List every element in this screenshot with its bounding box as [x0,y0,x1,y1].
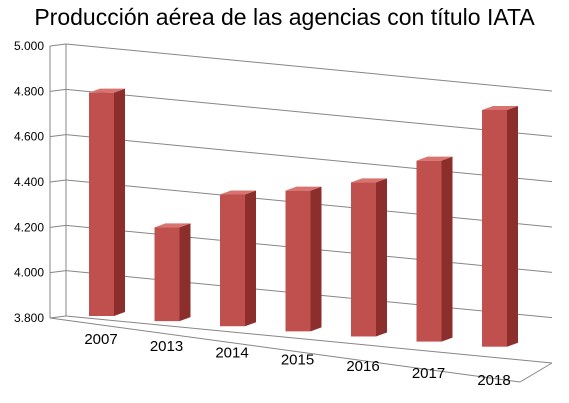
bar-side-face [376,178,387,337]
gridline-depth [49,315,67,319]
bar-top-face [220,190,256,195]
bar-front-face [416,160,442,342]
bar-top-face [482,105,518,110]
bar-top-face [285,186,322,191]
bar-side-face [310,186,322,332]
gridline-depth [49,134,67,138]
x-tick-label: 2018 [477,372,510,389]
gridline [65,134,553,183]
bar-2007 [89,88,125,317]
gridline-depth [49,88,67,92]
gridline [65,43,553,92]
bar-top-face [416,156,453,161]
bar-front-face [482,109,507,347]
gridline-depth [49,270,67,274]
bar-side-face [441,156,453,342]
bar-top-face [89,88,125,93]
x-tick-label: 2017 [412,365,445,382]
y-tick-label: 5.000 [14,39,44,53]
bar-front-face [220,194,245,327]
gridline-depth [49,43,67,47]
bar-top-face [154,223,191,228]
bar-2015 [285,186,322,332]
bar-front-face [351,182,376,337]
bar-front-face [89,92,114,317]
bar-2017 [416,156,453,342]
y-tick-label: 4.800 [14,84,44,98]
y-tick-label: 3.800 [14,311,44,325]
floor-right-edge [519,362,553,383]
y-tick-label: 4.400 [14,175,44,189]
bar-side-face [179,223,191,322]
bar-top-face [351,178,387,183]
x-tick-label: 2007 [84,331,117,348]
x-tick-label: 2015 [281,351,314,368]
x-tick-label: 2014 [215,345,248,362]
bar-2018 [482,105,518,347]
bar-side-face [114,88,125,317]
bar-2014 [220,190,256,327]
gridline [65,315,553,364]
bar-side-face [507,105,518,347]
axis-lines [49,44,553,383]
bar-2016 [351,178,387,337]
gridline-depth [49,224,67,228]
bar-side-face [245,190,256,327]
gridline-depth [49,179,67,183]
gridline [65,88,553,137]
y-tick-label: 4.200 [14,220,44,234]
y-tick-label: 4.600 [14,130,44,144]
y-tick-label: 4.000 [14,266,44,280]
x-axis-category-labels: 2007 2013 2014 2015 2016 2017 2018 [84,331,510,389]
bar-front-face [285,190,311,332]
bar-2013 [154,223,191,322]
y-axis-tick-labels: 3.800 4.000 4.200 4.400 4.600 4.800 5.000 [14,39,44,325]
x-tick-label: 2013 [150,338,183,355]
chart-title: Producción aérea de las agencias con tít… [34,4,535,30]
x-tick-label: 2016 [346,358,379,375]
bar-front-face [154,227,180,322]
x-axis-line [49,317,521,383]
bars [89,88,518,347]
